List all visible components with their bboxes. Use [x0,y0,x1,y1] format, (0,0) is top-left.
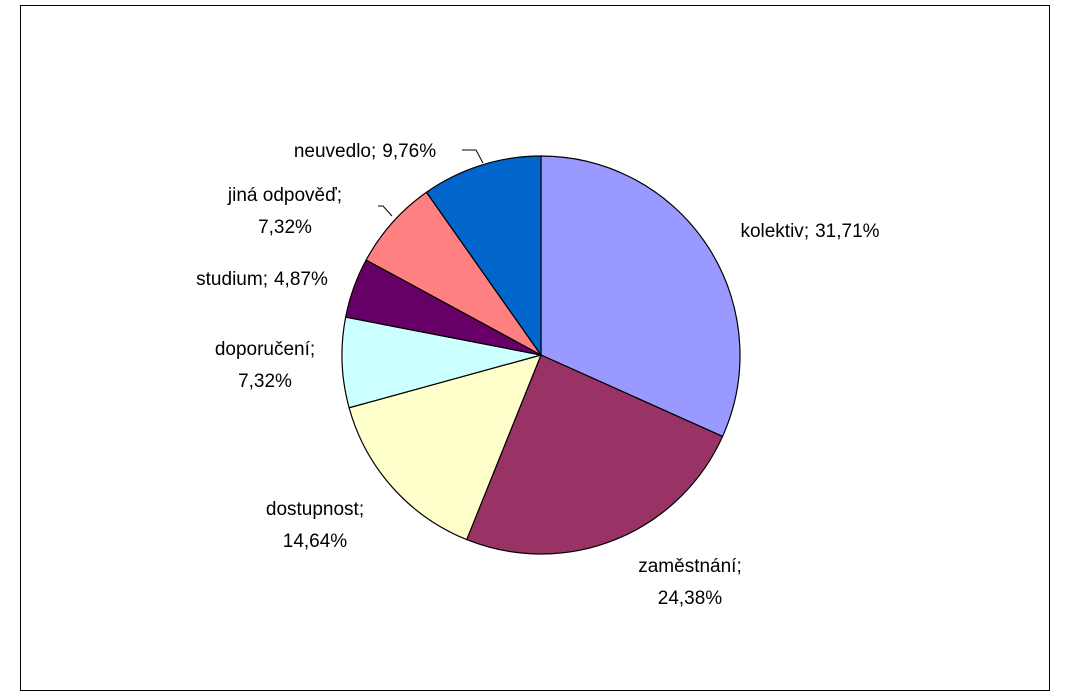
label-separator: ; [359,499,364,520]
data-label: jiná odpověď; 7,32% [227,185,342,238]
category-label: jiná odpověď [227,185,337,206]
data-label: studium; 4,87% [196,269,328,290]
category-label: zaměstnání [638,556,737,577]
data-label: doporučení; 7,32% [215,339,315,392]
value-label: 4,87% [274,269,328,290]
category-label: neuvedlo [294,141,371,162]
pie-slice [540,155,741,438]
data-label: zaměstnání; 24,38% [638,556,742,609]
data-label: dostupnost; 14,64% [266,499,364,552]
value-label: 9,76% [382,141,436,162]
label-separator: ; [804,221,809,242]
label-separator: ; [337,185,342,206]
pie-slice [425,155,542,357]
label-separator: ; [263,269,268,290]
value-label: 31,71% [815,221,880,242]
value-label: 14,64% [283,531,348,552]
category-label: doporučení [215,339,311,360]
label-separator: ; [310,339,315,360]
data-label: neuvedlo; 9,76% [294,141,436,162]
category-label: studium [196,269,263,290]
value-label: 24,38% [658,588,723,609]
pie-slice [465,354,724,555]
label-separator: ; [371,141,376,162]
pie-slice [348,354,543,541]
leader-line [378,205,393,217]
category-label: kolektiv [740,221,804,242]
category-label: dostupnost [266,499,360,520]
label-separator: ; [736,556,741,577]
leader-line [462,149,484,164]
data-label: kolektiv; 31,71% [740,221,879,242]
value-label: 7,32% [238,371,292,392]
value-label: 7,32% [258,217,312,238]
